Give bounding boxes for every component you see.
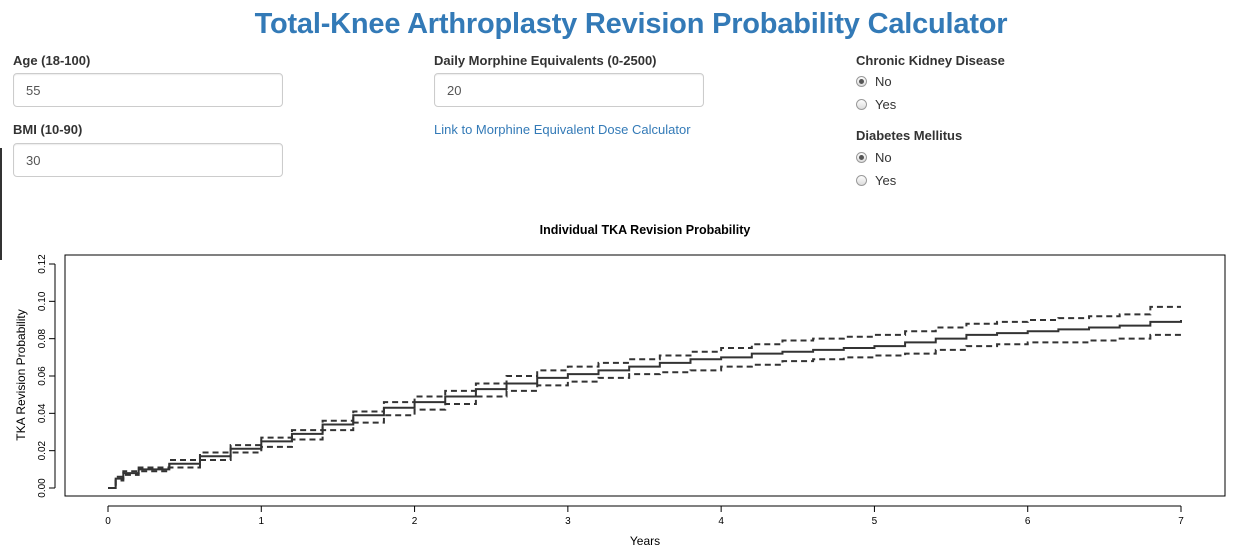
y-tick-label: 0.06 [37, 366, 48, 386]
ckd-option-yes-label: Yes [875, 97, 897, 112]
ckd-label: Chronic Kidney Disease [856, 53, 1005, 68]
y-tick-label: 0.04 [37, 403, 48, 423]
x-axis: 0 1 2 3 4 5 6 7 [105, 505, 1184, 527]
x-tick-label: 7 [1178, 516, 1184, 527]
diabetes-option-yes[interactable]: Yes [856, 173, 896, 188]
x-tick-label: 5 [872, 516, 878, 527]
ckd-option-yes[interactable]: Yes [856, 97, 896, 112]
x-tick-label: 3 [565, 516, 571, 527]
diabetes-option-no-label: No [875, 150, 892, 165]
bmi-label: BMI (10-90) [13, 122, 83, 137]
confidence-bound-line-1 [108, 305, 1181, 489]
age-input[interactable] [13, 73, 283, 107]
ckd-option-no[interactable]: No [856, 74, 892, 89]
window-edge-bar [0, 148, 2, 260]
page-title: Total-Knee Arthroplasty Revision Probabi… [254, 8, 1008, 40]
y-tick-label: 0.10 [37, 291, 48, 311]
x-tick-label: 4 [718, 516, 724, 527]
morphine-input[interactable] [434, 73, 704, 107]
revision-probability-chart: Individual TKA Revision Probability 0 1 2 3… [14, 223, 1226, 548]
chart-title: Individual TKA Revision Probability [540, 223, 751, 237]
x-tick-label: 1 [259, 516, 265, 527]
radio-checked-icon[interactable] [856, 76, 867, 87]
x-axis-label: Years [630, 534, 660, 548]
radio-checked-icon[interactable] [856, 152, 867, 163]
radio-unchecked-icon[interactable] [856, 175, 867, 186]
diabetes-label: Diabetes Mellitus [856, 128, 963, 143]
y-axis: 0.00 0.02 0.04 0.06 0.08 0.10 0.12 [37, 254, 56, 498]
y-tick-label: 0.12 [37, 254, 48, 274]
morphine-calculator-link[interactable]: Link to Morphine Equivalent Dose Calcula… [434, 122, 691, 137]
confidence-bound-line-2 [108, 333, 1181, 489]
age-label: Age (18-100) [13, 53, 91, 68]
bmi-input[interactable] [13, 143, 283, 177]
y-axis-label: TKA Revision Probability [14, 309, 28, 440]
y-tick-label: 0.02 [37, 440, 48, 460]
plot-frame [64, 254, 1226, 497]
x-tick-label: 6 [1025, 516, 1031, 527]
diabetes-option-no[interactable]: No [856, 150, 892, 165]
x-tick-label: 2 [412, 516, 418, 527]
radio-unchecked-icon[interactable] [856, 99, 867, 110]
diabetes-option-yes-label: Yes [875, 173, 897, 188]
estimate-line [108, 320, 1182, 489]
morphine-label: Daily Morphine Equivalents (0-2500) [434, 53, 657, 68]
ckd-option-no-label: No [875, 74, 892, 89]
series-layer [108, 305, 1182, 489]
y-tick-label: 0.00 [37, 478, 48, 498]
y-tick-label: 0.08 [37, 328, 48, 348]
x-tick-label: 0 [105, 516, 111, 527]
